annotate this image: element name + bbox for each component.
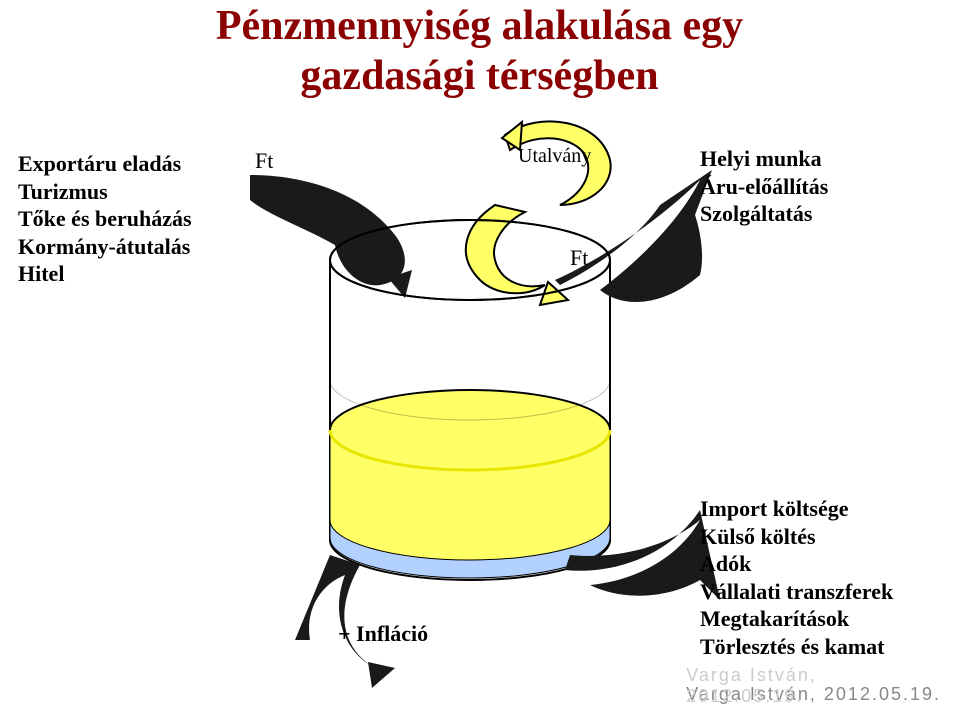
right-bot-line-3: Vállalati transzferek — [700, 578, 893, 606]
right-top-block: Helyi munka Áru-előállítás Szolgáltatás — [700, 145, 828, 228]
footer: Varga István, 2012.05.19. Varga István, … — [686, 684, 941, 705]
left-line-3: Kormány-átutalás — [18, 233, 192, 261]
right-bot-line-5: Törlesztés és kamat — [700, 633, 893, 661]
utalvany-label: Utalvány — [518, 145, 591, 168]
left-line-1: Turizmus — [18, 178, 192, 206]
right-top-line-0: Helyi munka — [700, 145, 828, 173]
right-bot-line-0: Import költsége — [700, 495, 893, 523]
right-bot-line-2: Adók — [700, 550, 893, 578]
left-line-0: Exportáru eladás — [18, 150, 192, 178]
right-bot-line-4: Megtakarítások — [700, 605, 893, 633]
right-top-line-2: Szolgáltatás — [700, 200, 828, 228]
inflation-label: + Infláció — [338, 620, 428, 648]
ft-out-label: Ft — [570, 245, 588, 271]
right-bot-line-1: Külső költés — [700, 523, 893, 551]
left-line-4: Hitel — [18, 260, 192, 288]
ft-in-label: Ft — [255, 148, 273, 174]
diagram-stage: { "title": { "line1": "Pénzmennyiség ala… — [0, 0, 959, 713]
right-bottom-block: Import költsége Külső költés Adók Vállal… — [700, 495, 893, 660]
footer-shadow: Varga István, 2012.05.19. — [686, 665, 939, 707]
right-top-line-1: Áru-előállítás — [700, 173, 828, 201]
left-inputs: Exportáru eladás Turizmus Tőke és beruhá… — [18, 150, 192, 288]
left-line-2: Tőke és beruházás — [18, 205, 192, 233]
